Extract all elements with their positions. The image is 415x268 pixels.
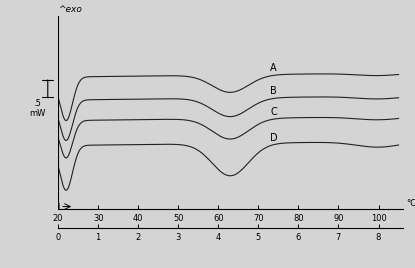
Text: .5
mW: .5 mW — [29, 99, 46, 118]
Text: |: | — [57, 203, 59, 210]
Text: °C: °C — [407, 199, 415, 208]
Text: A: A — [271, 63, 277, 73]
Text: B: B — [271, 86, 277, 96]
Text: D: D — [271, 132, 278, 143]
Text: ^exo: ^exo — [58, 5, 82, 14]
Text: C: C — [271, 107, 277, 117]
